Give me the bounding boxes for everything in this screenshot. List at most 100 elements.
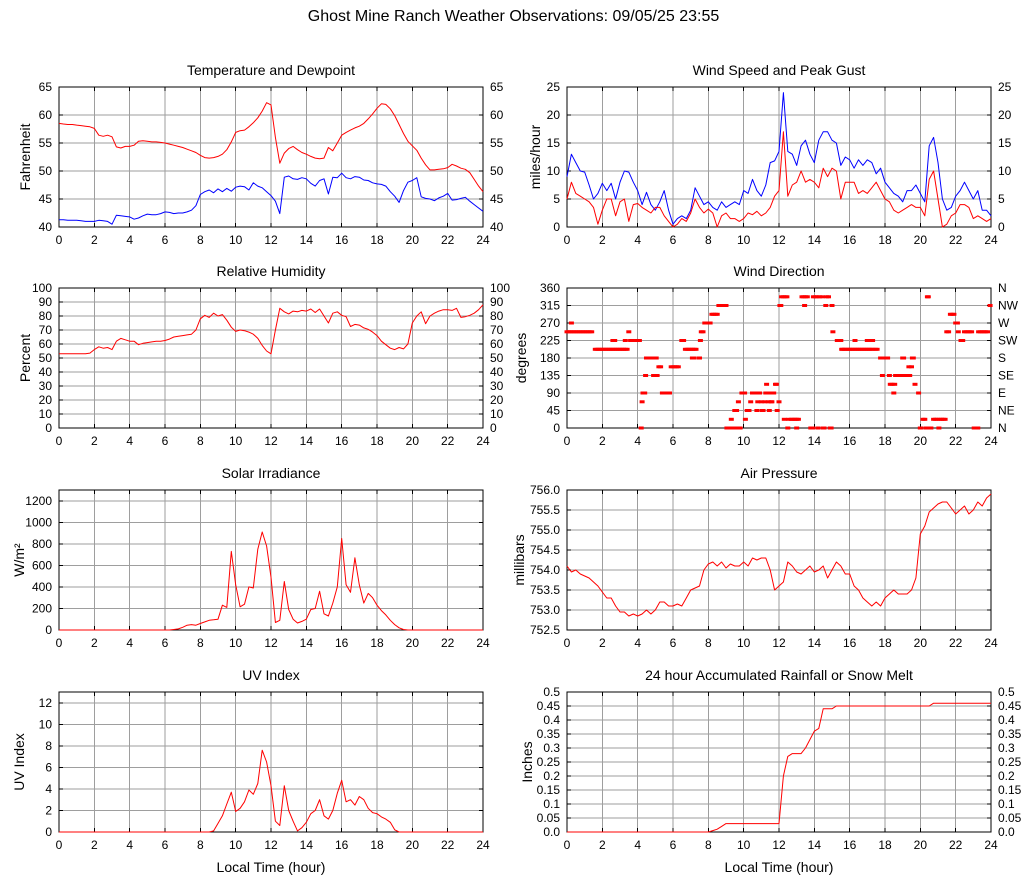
chart-title: Solar Irradiance (222, 465, 321, 481)
tick-label: 12 (39, 696, 53, 710)
gridlines (567, 87, 991, 227)
y-axis-label: miles/hour (527, 124, 543, 189)
tick-label: 8 (197, 434, 204, 448)
tick-label: 80 (490, 309, 504, 323)
tick-label: 600 (32, 558, 52, 572)
tick-label: 20 (406, 636, 420, 650)
chart-title: 24 hour Accumulated Rainfall or Snow Mel… (645, 667, 913, 683)
tick-label: 100 (490, 281, 510, 295)
tick-label: 2 (91, 636, 98, 650)
chart-labels: Temperature and Dewpoint4045505560654045… (17, 62, 504, 247)
tick-label: 0.45 (537, 699, 561, 713)
tick-label: 50 (39, 351, 53, 365)
chart-title: Wind Direction (733, 263, 824, 279)
y-axis-label: Fahrenheit (17, 123, 33, 190)
tick-label: 2 (45, 803, 52, 817)
tick-marks (58, 287, 484, 429)
x-axis-label: Local Time (hour) (217, 859, 326, 875)
tick-label: 4 (45, 782, 52, 796)
tick-marks (566, 691, 992, 833)
tick-label: 20 (39, 393, 53, 407)
tick-label: 752.5 (530, 623, 560, 637)
tick-label: 0 (56, 233, 63, 247)
chart-wind-direction: Wind Direction 0 45 90 135 180 225 270 315 360 N NE… (513, 256, 1027, 462)
tick-label: 1200 (25, 494, 52, 508)
tick-label: 40 (39, 365, 53, 379)
tick-label: 6 (670, 838, 677, 852)
tick-label: 10 (229, 434, 243, 448)
tick-label: 20 (547, 108, 561, 122)
tick-label: 18 (370, 838, 384, 852)
tick-label: 10 (737, 434, 751, 448)
chart-svg-relative-humidity: Relative Humidity01020304050607080901000… (17, 263, 510, 448)
gridlines (567, 490, 991, 630)
tick-label: 10 (998, 164, 1012, 178)
tick-label: 2 (599, 233, 606, 247)
tick-label: 15 (998, 136, 1012, 150)
tick-label: 6 (670, 233, 677, 247)
tick-label: 10 (547, 164, 561, 178)
tick-label: 45 (490, 192, 504, 206)
tick-label: 0 (56, 434, 63, 448)
y-axis-label: UV Index (11, 733, 27, 791)
tick-label: 10 (229, 233, 243, 247)
tick-label: 22 (949, 434, 963, 448)
tick-label: 2 (599, 636, 606, 650)
tick-label: 14 (808, 434, 822, 448)
tick-label: 20 (406, 434, 420, 448)
wind-direction-points (564, 295, 993, 430)
tick-label: NE (998, 404, 1015, 418)
tick-label: 24 (984, 233, 998, 247)
humidity-line (59, 304, 484, 355)
tick-label: 60 (39, 337, 53, 351)
tick-label: 2 (599, 838, 606, 852)
tick-label: 755.0 (530, 523, 560, 537)
tick-label: 10 (229, 838, 243, 852)
tick-label: 55 (490, 136, 504, 150)
tick-label: 16 (843, 233, 857, 247)
tick-label: 65 (490, 80, 504, 94)
tick-label: 20 (406, 838, 420, 852)
tick-label: 4 (126, 233, 133, 247)
tick-label: 90 (547, 386, 561, 400)
chart-svg-temperature-dewpoint: Temperature and Dewpoint4045505560654045… (17, 62, 504, 247)
tick-label: 100 (32, 281, 52, 295)
tick-label: 90 (39, 295, 53, 309)
tick-label: NW (998, 299, 1019, 313)
tick-label: 754.0 (530, 563, 560, 577)
chart-labels: Wind Direction04590135180225270315360NNE… (513, 263, 1019, 448)
tick-label: 65 (39, 80, 53, 94)
tick-label: 180 (540, 351, 560, 365)
tick-label: 14 (300, 233, 314, 247)
tick-label: 4 (126, 434, 133, 448)
chart-labels: 24 hour Accumulated Rainfall or Snow Mel… (519, 667, 1022, 875)
tick-label: 755.5 (530, 503, 560, 517)
tick-label: 0 (45, 421, 52, 435)
tick-label: 22 (441, 838, 455, 852)
tick-label: 25 (998, 80, 1012, 94)
tick-label: 15 (547, 136, 561, 150)
tick-label: 0 (56, 838, 63, 852)
tick-label: 14 (808, 838, 822, 852)
tick-label: 6 (670, 434, 677, 448)
tick-label: 8 (197, 636, 204, 650)
tick-label: 12 (264, 838, 278, 852)
tick-label: 18 (370, 233, 384, 247)
tick-label: 4 (634, 434, 641, 448)
tick-label: 0.2 (998, 769, 1015, 783)
tick-label: 60 (39, 108, 53, 122)
tick-label: 14 (300, 838, 314, 852)
tick-label: 0 (45, 825, 52, 839)
tick-label: 24 (984, 838, 998, 852)
tick-label: 20 (406, 233, 420, 247)
tick-label: S (998, 351, 1006, 365)
tick-label: SE (998, 369, 1014, 383)
tick-label: 753.5 (530, 583, 560, 597)
solar-line (59, 531, 483, 631)
tick-label: 22 (949, 636, 963, 650)
tick-label: 6 (162, 636, 169, 650)
tick-label: 0 (564, 838, 571, 852)
chart-svg-wind-direction: Wind Direction04590135180225270315360NNE… (513, 263, 1019, 448)
tick-label: 90 (490, 295, 504, 309)
